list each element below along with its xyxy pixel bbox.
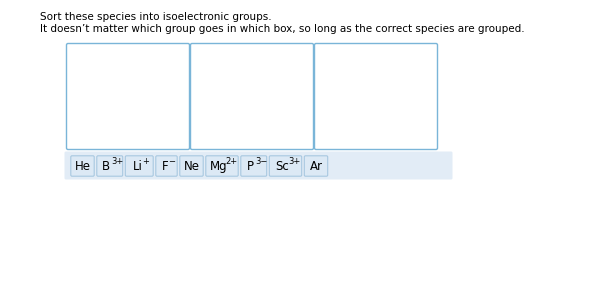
Text: He: He (74, 160, 91, 173)
Text: P: P (247, 160, 254, 173)
Text: 3−: 3− (255, 158, 267, 166)
Text: 3+: 3+ (289, 158, 301, 166)
Text: It doesn’t matter which group goes in which box, so long as the correct species : It doesn’t matter which group goes in wh… (40, 24, 525, 34)
Text: F: F (161, 160, 168, 173)
FancyBboxPatch shape (206, 156, 238, 176)
FancyBboxPatch shape (269, 156, 302, 176)
Text: 3+: 3+ (111, 158, 124, 166)
Text: Li: Li (133, 160, 143, 173)
Text: Ne: Ne (184, 160, 200, 173)
Text: B: B (102, 160, 110, 173)
Text: Ar: Ar (309, 160, 323, 173)
FancyBboxPatch shape (315, 44, 438, 149)
Text: Sort these species into isoelectronic groups.: Sort these species into isoelectronic gr… (40, 12, 272, 22)
FancyBboxPatch shape (241, 156, 267, 176)
FancyBboxPatch shape (156, 156, 177, 176)
FancyBboxPatch shape (190, 44, 313, 149)
FancyBboxPatch shape (65, 151, 452, 179)
FancyBboxPatch shape (125, 156, 153, 176)
FancyBboxPatch shape (71, 156, 94, 176)
FancyBboxPatch shape (305, 156, 327, 176)
FancyBboxPatch shape (67, 44, 190, 149)
Text: +: + (143, 158, 149, 166)
Text: Mg: Mg (210, 160, 227, 173)
Text: 2+: 2+ (225, 158, 237, 166)
FancyBboxPatch shape (180, 156, 203, 176)
Text: −: − (168, 158, 175, 166)
Text: Sc: Sc (275, 160, 289, 173)
FancyBboxPatch shape (97, 156, 123, 176)
